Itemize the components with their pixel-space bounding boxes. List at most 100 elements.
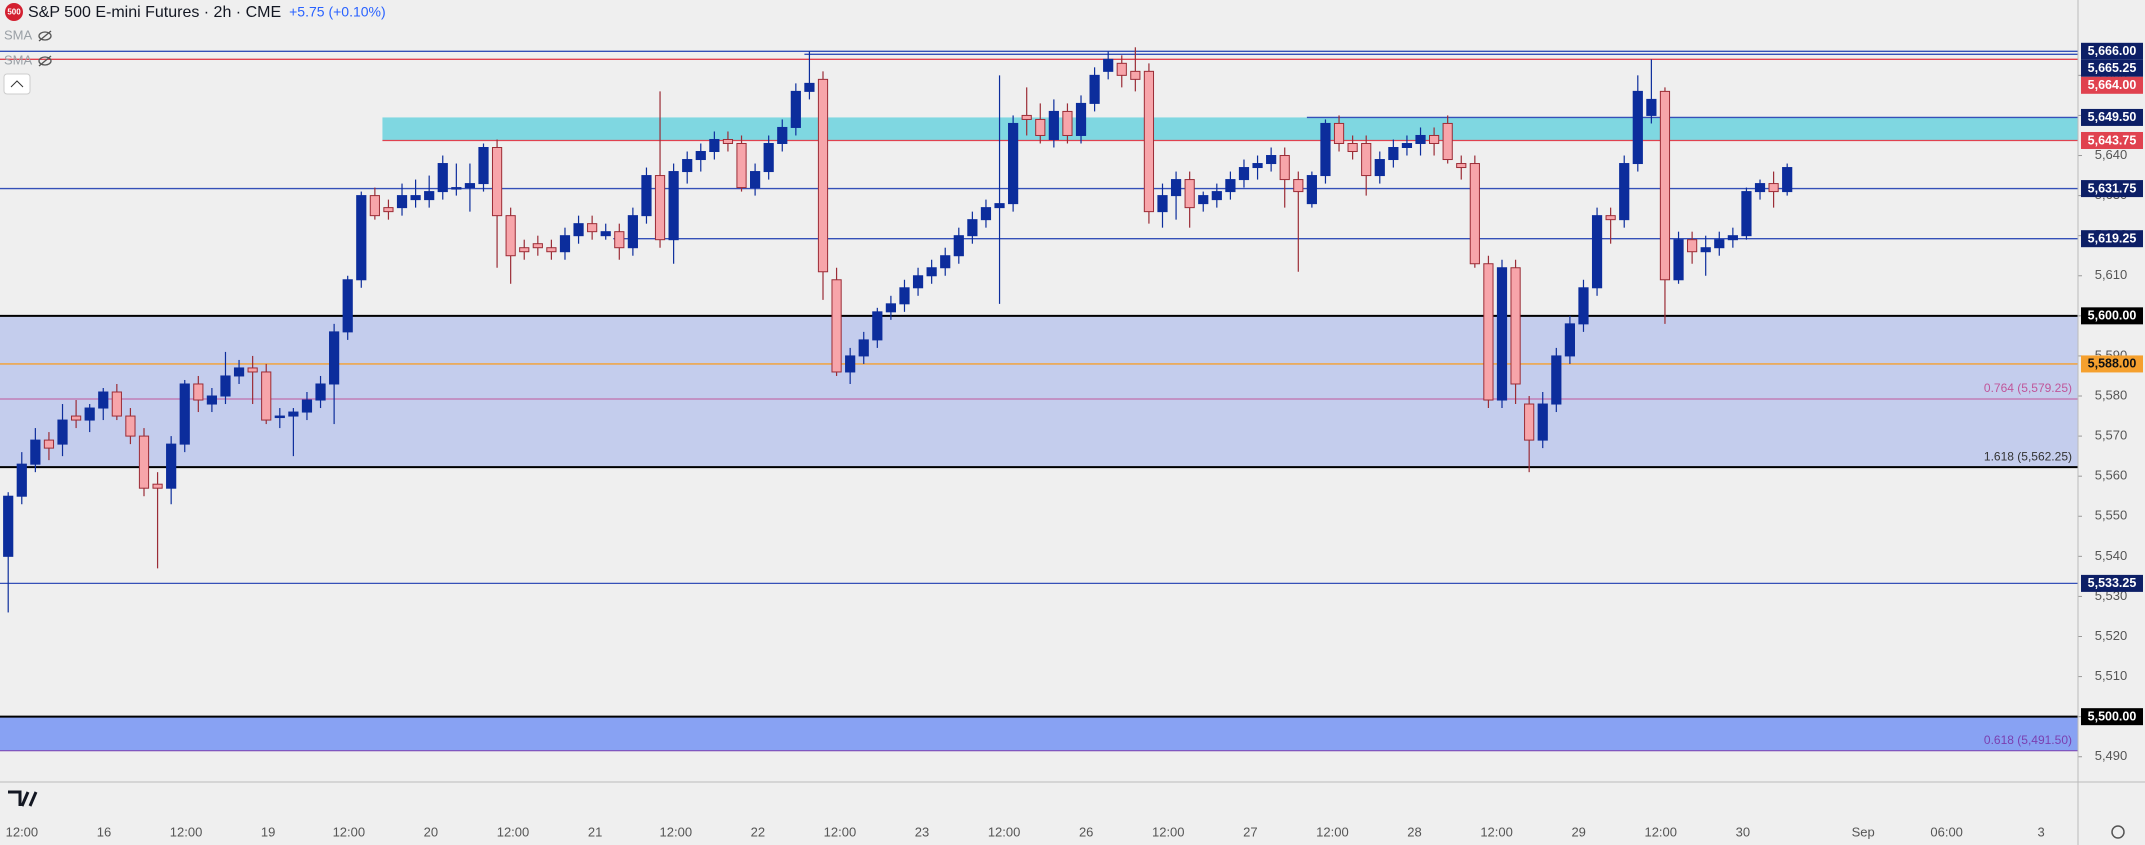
candle-body — [980, 207, 992, 221]
candle-body — [1035, 118, 1046, 136]
candle-body — [43, 439, 55, 449]
candle-body — [478, 147, 489, 185]
x-tick-label: 12:00 — [1480, 824, 1513, 839]
candle-body — [206, 395, 218, 405]
candle-body — [396, 195, 408, 209]
fib-label: 1.618 (5,562.25) — [1984, 449, 2072, 463]
candle-body — [30, 439, 41, 465]
candle-body — [519, 247, 530, 253]
candle-body — [885, 303, 896, 313]
collapse-button[interactable] — [3, 73, 31, 95]
candle-body — [1279, 155, 1290, 181]
level-box — [2081, 180, 2143, 198]
indicator[interactable]: SMA — [4, 27, 33, 42]
x-tick-label: 06:00 — [1930, 824, 1963, 839]
resistance-zone — [382, 117, 2079, 141]
candle-body — [1782, 167, 1793, 193]
candle-body — [1130, 70, 1141, 80]
candle-body — [722, 138, 734, 144]
time-axis: 12:00 16 12:00 19 12:00 20 12:00 21 12:00 22 12:00… — [6, 824, 2045, 839]
candle-body — [125, 415, 136, 437]
level-box — [2081, 355, 2143, 373]
candle-body — [736, 142, 747, 189]
level-label: 5,631.75 — [2088, 181, 2137, 195]
chevron — [10, 80, 24, 88]
candle-body — [138, 435, 150, 489]
x-tick-label: 12:00 — [497, 824, 530, 839]
candle-body — [16, 463, 27, 497]
level-label: 5,600.00 — [2088, 309, 2137, 323]
candles — [3, 47, 1793, 613]
candle-body — [369, 195, 380, 217]
x-tick-label: 12:00 — [1644, 824, 1677, 839]
candle-body — [926, 267, 937, 277]
x-tick-label: 22 — [751, 824, 765, 839]
candle-body — [1075, 102, 1087, 136]
candle-body — [654, 175, 666, 241]
candle-body — [1754, 183, 1766, 193]
candle-body — [1442, 122, 1453, 161]
candle-body — [940, 255, 951, 269]
candle-body — [573, 223, 584, 237]
level-box — [2081, 76, 2143, 94]
candle-body — [546, 247, 557, 253]
level-label: 5,619.25 — [2088, 231, 2137, 245]
candle-body — [1469, 163, 1480, 265]
candle-body — [1008, 122, 1019, 205]
candle-body — [1252, 163, 1263, 169]
candle-body — [1320, 122, 1331, 177]
demand-zone — [0, 716, 2078, 751]
symbol-icon — [5, 3, 23, 21]
x-tick-label: 21 — [588, 824, 602, 839]
symbol-badge: 500 — [7, 8, 21, 17]
y-tick-label: 5,490 — [2095, 748, 2128, 763]
candle-body — [695, 151, 706, 161]
candle-body — [1225, 179, 1236, 193]
candle-body — [491, 147, 503, 217]
candle-body — [858, 339, 869, 357]
candle-body — [261, 371, 272, 421]
x-tick-label: Sep — [1852, 824, 1875, 839]
candle-body — [451, 187, 462, 190]
candle-body — [1116, 62, 1127, 76]
candle-body — [709, 138, 720, 153]
candle-body — [437, 163, 448, 193]
candle-body — [1673, 239, 1684, 281]
candle-body — [152, 483, 163, 489]
level-box — [2081, 307, 2143, 325]
x-tick-label: 28 — [1407, 824, 1421, 839]
candle-body — [301, 399, 313, 413]
x-tick-label: 12:00 — [170, 824, 203, 839]
candle-body — [1103, 58, 1114, 72]
eye-icons[interactable] — [38, 30, 52, 67]
candle-body — [274, 415, 285, 419]
candle-body — [1727, 235, 1738, 241]
candle-body — [1524, 403, 1535, 441]
settings-icon[interactable] — [2111, 825, 2125, 839]
x-tick-label: 30 — [1736, 824, 1750, 839]
indicator[interactable]: SMA — [4, 52, 33, 67]
level-label: 5,588.00 — [2088, 357, 2137, 371]
level-label: 5,665.25 — [2088, 61, 2137, 75]
candle-body — [1496, 267, 1508, 401]
candle-body — [1238, 167, 1250, 181]
candle-body — [804, 82, 815, 92]
candle-body — [1266, 155, 1277, 165]
candle-body — [166, 443, 177, 489]
x-tick-label: 20 — [424, 824, 438, 839]
y-tick-label: 5,550 — [2095, 508, 2128, 523]
x-tick-label: 12:00 — [6, 824, 39, 839]
level-box — [2081, 230, 2143, 248]
candle-body — [1768, 183, 1779, 193]
candle-body — [233, 367, 245, 377]
candle-body — [84, 407, 95, 421]
candle-body — [750, 171, 761, 189]
level-label: 5,664.00 — [2088, 78, 2137, 92]
candle-body — [220, 375, 231, 397]
candle-body — [424, 191, 435, 201]
candle-body — [383, 207, 394, 213]
candle-body — [247, 367, 258, 373]
candle-body — [1429, 134, 1440, 144]
candle-body — [1415, 134, 1426, 144]
level-label: 5,643.75 — [2088, 133, 2137, 147]
